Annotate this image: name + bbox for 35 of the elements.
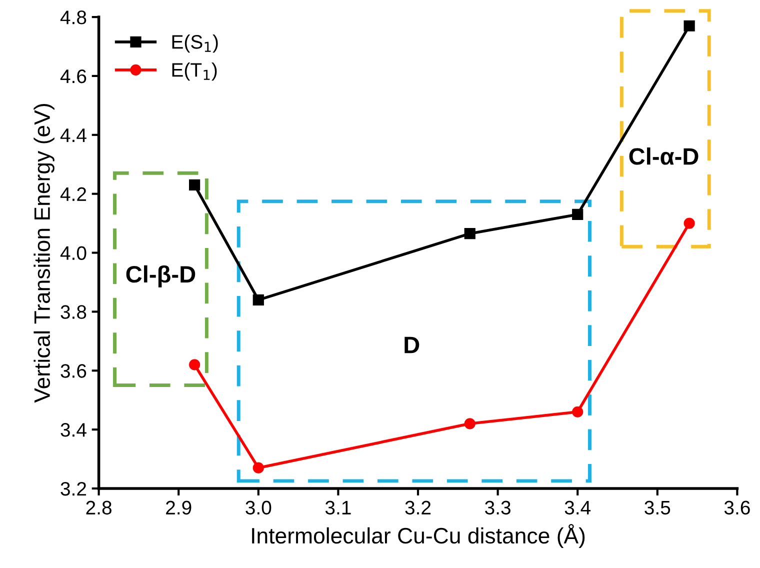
x-tick-label: 3.6 [724, 500, 750, 515]
y-tick-label: 4.4 [60, 128, 86, 142]
y-tick-label: 3.8 [60, 305, 86, 319]
point [252, 294, 264, 306]
x-tick-label: 3.3 [485, 500, 510, 515]
x-tick-label: 3.0 [246, 500, 272, 515]
y-axis-title: Vertical Transition Energy (eV) [34, 104, 54, 403]
point [189, 359, 200, 370]
point [684, 20, 695, 32]
x-tick-label: 3.5 [644, 500, 670, 515]
y-tick-label: 4.8 [60, 10, 86, 24]
y-tick-label: 4.6 [60, 69, 86, 84]
y-tick-label: 3.4 [60, 423, 86, 437]
legend-label: E(T$_{1}$) [172, 62, 217, 81]
annotation: D [404, 336, 420, 354]
y-tick-label: 4.0 [60, 246, 86, 260]
point [189, 179, 200, 191]
point [464, 228, 476, 240]
x-tick-label: 3.2 [405, 500, 431, 515]
point [572, 208, 584, 220]
y-tick-label: 4.2 [60, 187, 86, 201]
x-tick-label: 2.9 [166, 500, 192, 515]
point [464, 418, 476, 430]
annotation: Cl-α-D [629, 147, 698, 165]
y-tick-label: 3.2 [60, 482, 86, 496]
legend-label: E(S$_{1}$) [172, 34, 218, 53]
x-tick-label: 3.4 [564, 500, 591, 515]
x-tick-label: 2.8 [86, 500, 112, 515]
point [684, 218, 695, 229]
point [252, 462, 264, 474]
x-tick-label: 3.1 [325, 500, 351, 515]
y-tick-label: 3.6 [60, 364, 86, 378]
point [572, 406, 584, 418]
annotation: Cl-β-D [126, 265, 196, 288]
x-axis-title: Intermolecular Cu-Cu distance (Å) [252, 524, 585, 548]
